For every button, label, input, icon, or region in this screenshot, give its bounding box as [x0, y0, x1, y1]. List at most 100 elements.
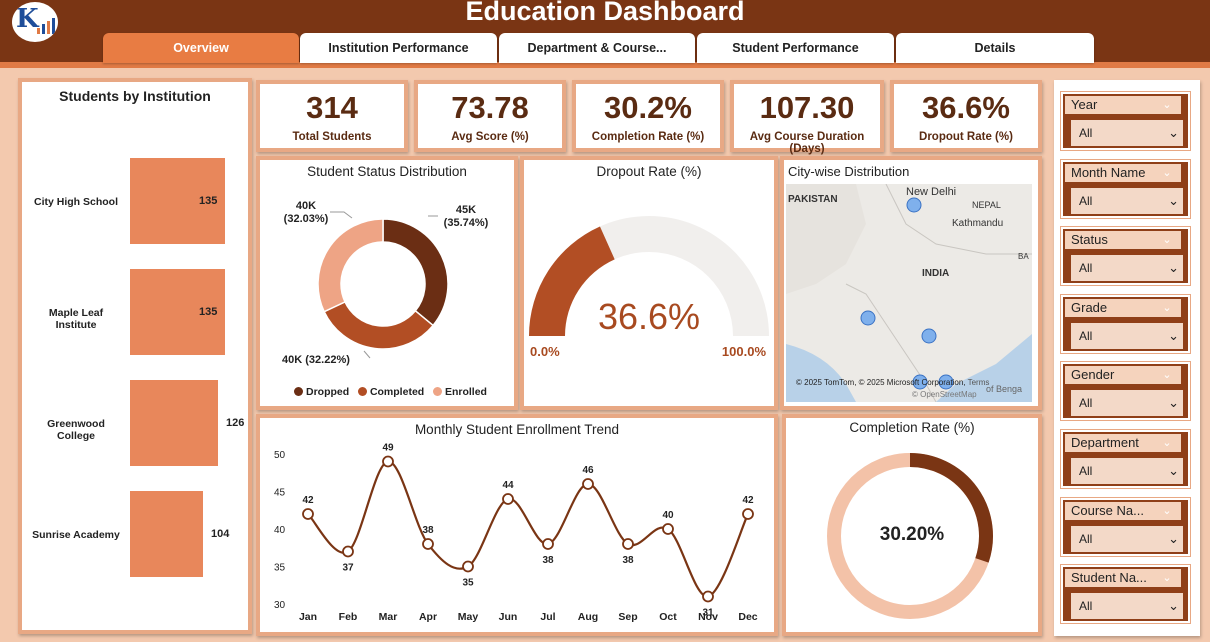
slicer-department[interactable]: Department ⌄ All ⌄: [1061, 430, 1190, 488]
trend-point[interactable]: [462, 560, 474, 573]
chevron-down-icon: ⌄: [1168, 192, 1179, 208]
chevron-down-icon[interactable]: ⌄: [1162, 369, 1172, 382]
slice-value: 40K: [282, 354, 303, 366]
tab-institution-performance[interactable]: Institution Performance: [300, 33, 497, 63]
trend-data-label: 38: [542, 555, 554, 566]
trend-point[interactable]: [382, 455, 394, 468]
trend-point[interactable]: [702, 590, 714, 603]
kpi-value: 30.2%: [604, 90, 692, 125]
trend-line: [307, 460, 749, 598]
slicer-dropdown[interactable]: All ⌄: [1071, 390, 1183, 417]
slicer-dropdown[interactable]: All ⌄: [1071, 593, 1183, 620]
map-area[interactable]: PAKISTAN New Delhi NEPAL Kathmandu INDIA…: [786, 184, 1032, 402]
slice-percent: (35.74%): [443, 217, 489, 229]
slicer-value: All: [1079, 193, 1093, 208]
chevron-down-icon[interactable]: ⌄: [1162, 234, 1172, 247]
bar[interactable]: [130, 269, 225, 355]
kpi-completion-rate: 30.2% Completion Rate (%): [572, 80, 724, 152]
city-marker[interactable]: [921, 328, 937, 344]
slicer-dropdown[interactable]: All ⌄: [1071, 322, 1183, 349]
map-osm: © OpenStreetMap: [912, 390, 977, 399]
kpi-label: Avg Score (%): [451, 131, 529, 143]
legend-item-dropped[interactable]: Dropped: [294, 386, 349, 398]
city-marker[interactable]: [938, 374, 954, 390]
x-tick-label: Jun: [499, 611, 518, 623]
map-label-bay: of Benga: [986, 384, 1023, 394]
donut-slice[interactable]: [317, 218, 384, 313]
slice-percent: (32.22%): [305, 354, 350, 366]
gauge-min-label: 0.0%: [530, 344, 560, 359]
trend-point[interactable]: [302, 508, 314, 520]
slicer-dropdown[interactable]: All ⌄: [1071, 255, 1183, 282]
slicer-dropdown[interactable]: All ⌄: [1071, 458, 1183, 484]
bar-category-label: Greenwood College: [47, 418, 105, 442]
completion-card: Completion Rate (%) 30.20%: [782, 414, 1042, 636]
chevron-down-icon[interactable]: ⌄: [1162, 437, 1172, 449]
chevron-down-icon[interactable]: ⌄: [1162, 572, 1172, 585]
map-label-india: INDIA: [922, 268, 950, 279]
status-chart-title: Student Status Distribution: [307, 164, 467, 179]
bar[interactable]: [130, 491, 203, 577]
kpi-label: Total Students: [292, 131, 372, 143]
slicer-grade[interactable]: Grade ⌄ All ⌄: [1061, 294, 1190, 353]
chevron-down-icon[interactable]: ⌄: [1162, 301, 1172, 314]
trend-point[interactable]: [662, 523, 674, 535]
slicer-dropdown[interactable]: All ⌄: [1071, 525, 1183, 552]
slicer-dropdown[interactable]: All ⌄: [1071, 120, 1183, 146]
map-terms-link[interactable]: Terms: [967, 378, 990, 387]
slicer-course-na[interactable]: Course Na... ⌄ All ⌄: [1061, 497, 1190, 556]
bar[interactable]: [130, 158, 225, 244]
slicer-year[interactable]: Year ⌄ All ⌄: [1061, 92, 1190, 150]
trend-point[interactable]: [542, 538, 554, 550]
trend-data-label: 38: [622, 555, 634, 566]
kpi-value: 36.6%: [922, 90, 1010, 125]
status-legend: Dropped Completed Enrolled: [294, 386, 487, 398]
chevron-down-icon[interactable]: ⌄: [1162, 166, 1172, 179]
slicer-status[interactable]: Status ⌄ All ⌄: [1061, 227, 1190, 286]
x-tick-label: Sep: [618, 611, 637, 623]
city-marker[interactable]: [906, 197, 922, 213]
slice-label-completed: 40K (32.22%): [282, 354, 378, 367]
slicer-label: Student Na...: [1065, 569, 1181, 588]
city-marker[interactable]: [860, 310, 876, 326]
legend-label: Completed: [369, 386, 425, 398]
trend-point[interactable]: [422, 538, 434, 550]
tab-overview[interactable]: Overview: [103, 33, 299, 63]
city-marker[interactable]: [912, 374, 928, 390]
logo: K: [12, 2, 58, 42]
tab-student-performance[interactable]: Student Performance: [697, 33, 894, 63]
slicer-gender[interactable]: Gender ⌄ All ⌄: [1061, 362, 1190, 421]
slicer-label: Year: [1065, 96, 1181, 114]
trend-point[interactable]: [582, 478, 594, 490]
trend-data-label: 42: [302, 495, 314, 506]
dropout-gauge: [529, 216, 769, 336]
chevron-down-icon[interactable]: ⌄: [1162, 99, 1172, 111]
slicer-student-na[interactable]: Student Na... ⌄ All ⌄: [1061, 565, 1190, 624]
legend-item-completed[interactable]: Completed: [357, 386, 425, 398]
donut-slice[interactable]: [382, 218, 449, 327]
tab-details[interactable]: Details: [896, 33, 1094, 63]
completion-fill: [909, 453, 993, 563]
map-label-pakistan: PAKISTAN: [788, 194, 838, 205]
y-tick-label: 40: [274, 525, 286, 536]
chevron-down-icon[interactable]: ⌄: [1162, 504, 1172, 517]
leader-line: [330, 211, 353, 219]
chevron-down-icon: ⌄: [1168, 530, 1179, 546]
tab-department-course[interactable]: Department & Course...: [499, 33, 695, 63]
slicer-value: All: [1079, 396, 1093, 411]
trend-point[interactable]: [342, 545, 354, 558]
bar[interactable]: [130, 380, 218, 466]
legend-item-enrolled[interactable]: Enrolled: [432, 386, 487, 398]
trend-point[interactable]: [502, 493, 514, 505]
dropout-gauge-title: Dropout Rate (%): [596, 164, 702, 179]
trend-point[interactable]: [742, 508, 754, 520]
slicer-month-name[interactable]: Month Name ⌄ All ⌄: [1061, 159, 1190, 218]
legend-label: Dropped: [306, 386, 350, 398]
x-tick-label: May: [458, 611, 479, 623]
x-tick-label: Apr: [419, 611, 437, 623]
slicer-dropdown[interactable]: All ⌄: [1071, 187, 1183, 214]
trend-line-chart: 30 35 40 45 50 42 Jan 37 Feb 49 Mar 38 Apr 35 May 44 Jun…: [274, 443, 758, 624]
trend-point[interactable]: [622, 538, 634, 550]
map-copyright: © 2025 TomTom, © 2025 Microsoft Corporat…: [796, 378, 989, 387]
x-tick-label: Nov: [698, 611, 718, 623]
